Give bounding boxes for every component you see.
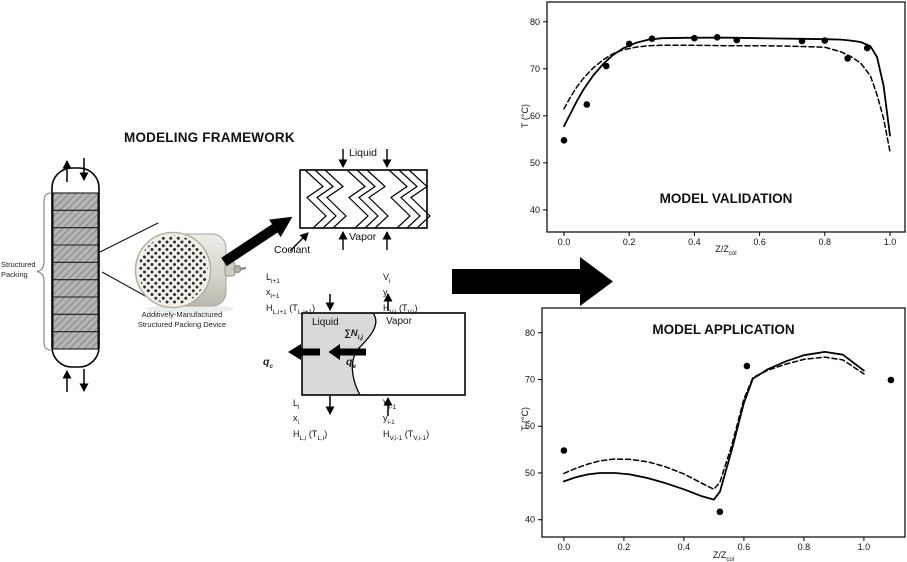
packed-column xyxy=(36,158,100,392)
y-tick-label: 40 xyxy=(530,205,540,215)
hx-coolant-label: Coolant xyxy=(274,244,311,256)
data-point xyxy=(560,447,568,454)
packing-device-photo xyxy=(134,231,247,314)
data-point xyxy=(648,35,656,42)
x-tick-label: 0.8 xyxy=(798,542,811,552)
plot-frame xyxy=(546,1,906,233)
validation-plot-area: 0.0 0.2 0.4 0.6 0.8 1.0 40 50 60 70 80 xyxy=(530,1,906,247)
x-tick-label: 0.4 xyxy=(688,237,701,247)
x-tick-label: 1.0 xyxy=(884,237,897,247)
results-arrow xyxy=(452,257,613,306)
plot-frame xyxy=(541,307,906,538)
control-volume xyxy=(288,293,466,416)
y-tick-label: 50 xyxy=(530,158,540,168)
application-title: MODEL APPLICATION xyxy=(652,322,795,337)
data-point xyxy=(625,40,633,48)
cv-liquid-label: Liquid xyxy=(312,317,339,328)
framework-title: MODELING FRAMEWORK xyxy=(124,130,295,145)
phase-interface xyxy=(351,312,377,396)
validation-y-axis-label: T (°C) xyxy=(520,104,530,128)
data-point xyxy=(844,55,851,62)
y-tick-label: 50 xyxy=(525,468,535,478)
x-tick-label: 0.4 xyxy=(678,542,691,552)
zoom-arrow xyxy=(221,216,293,267)
y-tick-label: 70 xyxy=(530,64,540,74)
cv-stream-bottom-right: Vi-1 yi-1 HV,i-1 (TV,i-1) xyxy=(383,398,430,442)
data-point xyxy=(583,101,591,108)
zigzag-channels xyxy=(304,169,431,229)
application-x-axis-label: Z/Zcol xyxy=(712,550,735,562)
application-y-axis-label: T (°C) xyxy=(520,407,530,431)
y-tick-label: 70 xyxy=(525,375,535,385)
x-tick-label: 1.0 xyxy=(858,542,871,552)
hx-liquid-label: Liquid xyxy=(349,147,378,159)
x-tick-label: 0.2 xyxy=(623,237,636,247)
x-tick-label: 0.8 xyxy=(819,237,832,247)
hx-vapor-label: Vapor xyxy=(349,231,377,243)
data-point xyxy=(716,508,724,516)
data-point xyxy=(798,37,806,45)
y-tick-label: 60 xyxy=(525,421,535,431)
qc-arrow xyxy=(288,344,320,360)
x-tick-label: 0.2 xyxy=(618,542,631,552)
qe-arrow xyxy=(328,344,366,360)
application-plot-area: 0.0 0.2 0.4 0.6 0.8 1.0 40 50 60 70 80 xyxy=(525,307,906,552)
structured-packing-label: Structured Packing xyxy=(1,260,36,280)
data-point xyxy=(887,376,895,384)
y-tick-label: 60 xyxy=(530,111,540,121)
packing-separators xyxy=(53,209,98,333)
data-point xyxy=(713,34,721,41)
x-tick-label: 0.6 xyxy=(738,542,751,552)
cv-vapor-label: Vapor xyxy=(386,316,412,327)
y-tick-label: 80 xyxy=(525,328,535,338)
series-model-dashed xyxy=(563,44,891,153)
x-tick-label: 0.0 xyxy=(558,237,571,247)
y-tick-label: 40 xyxy=(525,515,535,525)
cv-stream-top-right: Vi yi HV,i (TV,i) xyxy=(383,272,418,316)
cv-stream-top-left: Li+1 xi+1 HL,i+1 (TL,i+1) xyxy=(266,272,316,316)
data-point xyxy=(691,34,698,42)
x-tick-label: 0.6 xyxy=(753,237,766,247)
cv-qe-label: qe xyxy=(346,356,357,371)
cv-flux-label: ∑Ni,j xyxy=(344,328,364,341)
y-tick-label: 80 xyxy=(530,17,540,27)
series-model-dashed xyxy=(563,356,865,491)
data-point xyxy=(821,37,829,44)
series-model-solid xyxy=(563,351,865,501)
liquid-inlet-arrows xyxy=(338,149,392,168)
cv-qc-label: qc xyxy=(263,356,274,371)
data-point xyxy=(560,137,568,144)
coolant-arrow xyxy=(289,232,309,252)
data-point xyxy=(603,62,610,70)
data-point xyxy=(743,362,751,370)
validation-x-axis-label: Z/Zcol xyxy=(715,244,737,257)
device-caption: Additively-Manufactured Structured Packi… xyxy=(137,310,227,330)
callout-line-upper xyxy=(99,222,159,253)
validation-title: MODEL VALIDATION xyxy=(659,191,793,206)
data-point xyxy=(863,44,871,52)
data-point xyxy=(733,36,741,44)
channel-box xyxy=(289,149,431,252)
x-tick-label: 0.0 xyxy=(558,542,571,552)
packing-bracket xyxy=(36,192,51,351)
cv-stream-bottom-left: Li xi HL,i (TL,i) xyxy=(293,398,328,442)
model-application-chart: 0.0 0.2 0.4 0.6 0.8 1.0 40 50 60 70 80 MODEL APPLI… xyxy=(495,300,907,562)
vapor-inlet-arrows xyxy=(338,231,392,250)
model-validation-chart: 0.0 0.2 0.4 0.6 0.8 1.0 40 50 60 70 80 MODEL VALID… xyxy=(495,0,907,266)
